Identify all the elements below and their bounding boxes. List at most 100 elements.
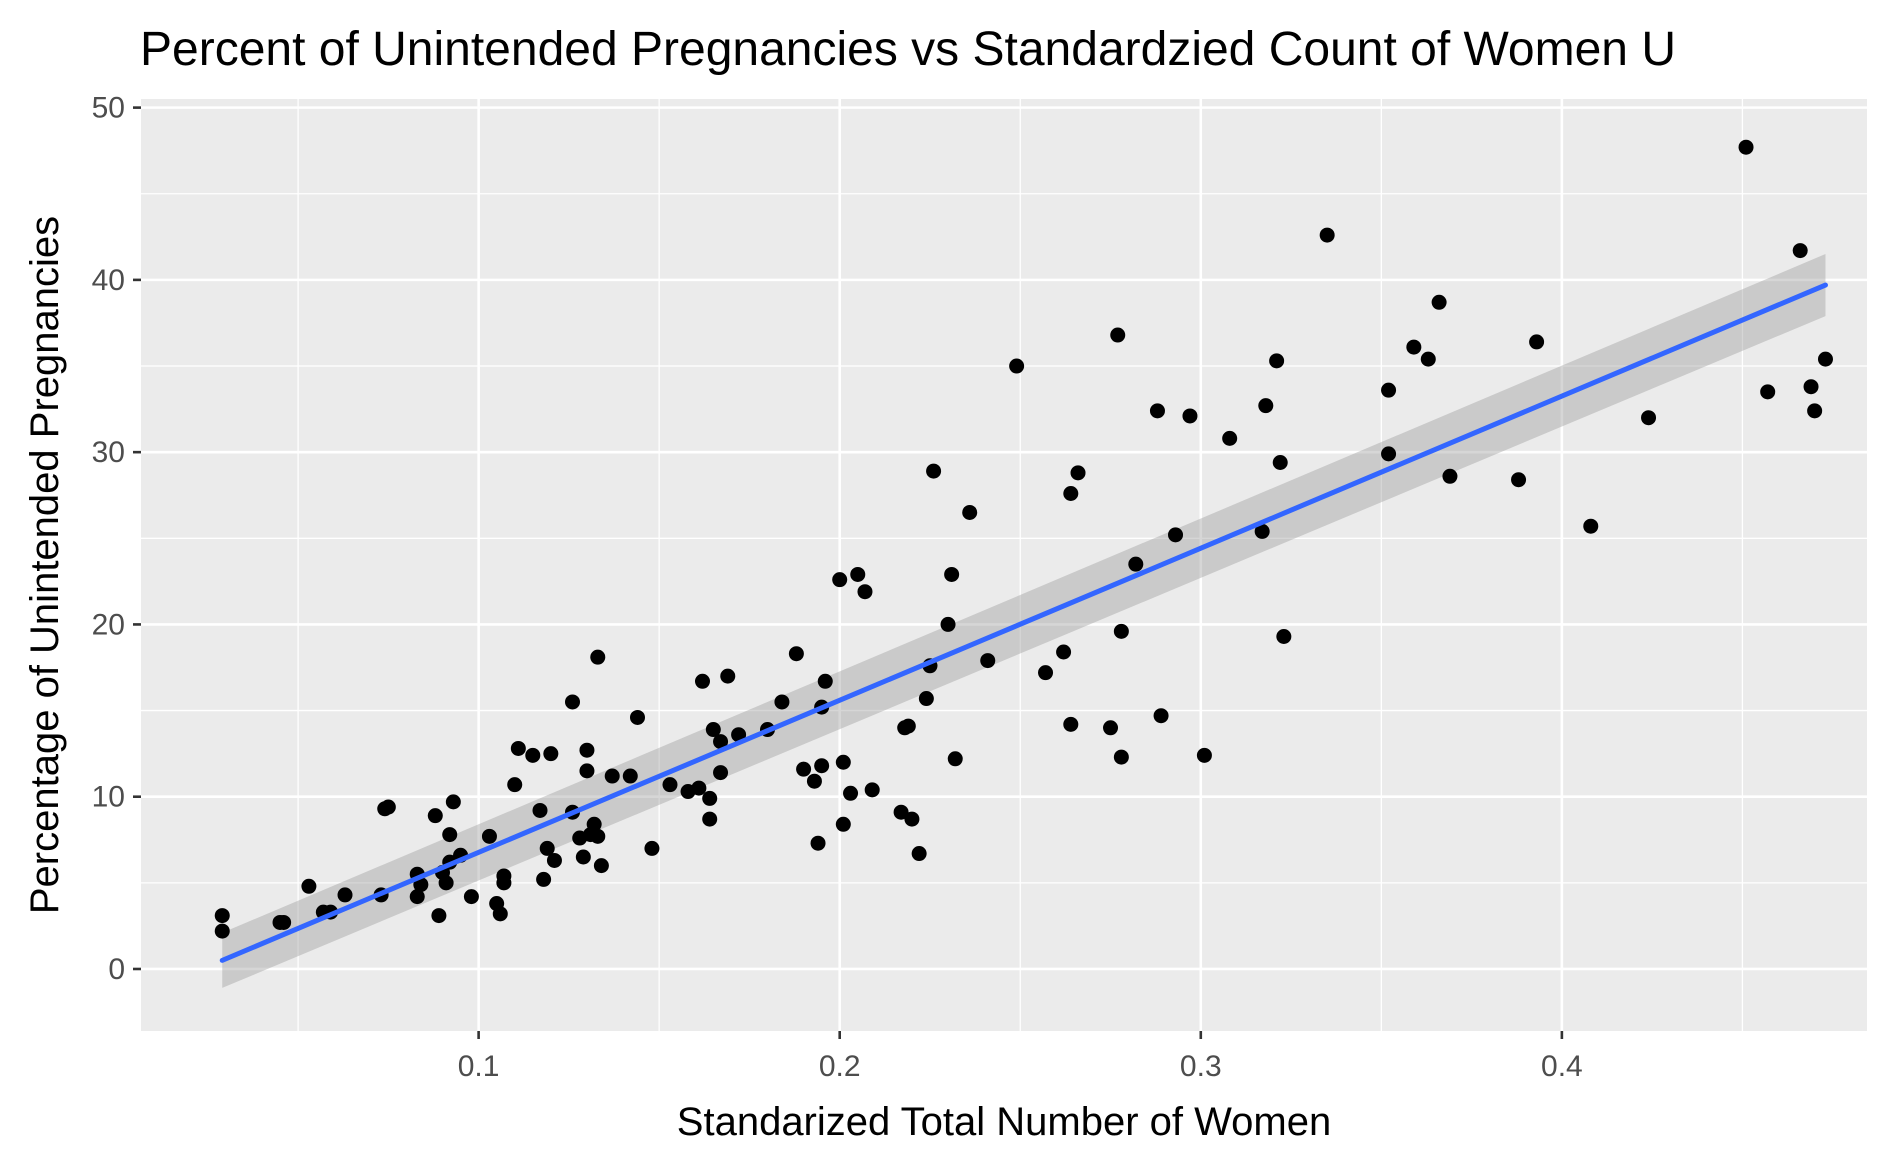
data-point (1254, 523, 1270, 539)
data-point (843, 785, 859, 801)
data-point (496, 875, 512, 891)
data-point (214, 908, 230, 924)
data-point (1258, 398, 1274, 414)
data-point (1272, 454, 1288, 470)
data-point (900, 718, 916, 734)
data-point (962, 504, 978, 520)
data-point (301, 878, 317, 894)
data-point (796, 761, 812, 777)
data-point (575, 849, 591, 865)
y-tick-label: 40 (92, 264, 125, 297)
data-point (1110, 327, 1126, 343)
x-tick-label: 0.1 (458, 1050, 500, 1083)
x-tick-label: 0.3 (1180, 1050, 1222, 1083)
data-point (276, 914, 292, 930)
data-point (1038, 665, 1054, 681)
data-point (579, 742, 595, 758)
data-point (492, 906, 508, 922)
data-point (525, 747, 541, 763)
data-point (604, 768, 620, 784)
data-point (947, 751, 963, 767)
data-point (832, 572, 848, 588)
x-axis-title: Standarized Total Number of Women (677, 1100, 1331, 1144)
data-point (1128, 556, 1144, 572)
fit-line (219, 282, 1828, 963)
data-point (691, 780, 707, 796)
y-tick-label: 10 (92, 781, 125, 814)
data-point (1063, 486, 1079, 502)
data-point (835, 754, 851, 770)
data-point (1070, 465, 1086, 481)
x-tick-label: 0.4 (1541, 1050, 1583, 1083)
data-point (1406, 339, 1422, 355)
data-point (1056, 644, 1072, 660)
x-tick-label: 0.2 (819, 1050, 861, 1083)
y-tick-label: 30 (92, 436, 125, 469)
data-point (1196, 747, 1212, 763)
data-point (579, 763, 595, 779)
data-point (1529, 334, 1545, 350)
data-point (431, 908, 447, 924)
y-tick-label: 20 (92, 608, 125, 641)
data-point (532, 802, 548, 818)
data-point (1276, 628, 1292, 644)
data-point (774, 694, 790, 710)
data-point (214, 923, 230, 939)
data-point (850, 566, 866, 582)
data-point (337, 887, 353, 903)
y-tick-label: 50 (92, 92, 125, 125)
data-point (510, 740, 526, 756)
data-point (438, 875, 454, 891)
data-point (702, 790, 718, 806)
data-point (1182, 408, 1198, 424)
data-point (536, 871, 552, 887)
data-point (893, 804, 909, 820)
data-point (814, 758, 830, 774)
data-point (911, 846, 927, 862)
data-point (1113, 623, 1129, 639)
data-point (806, 773, 822, 789)
data-point (1113, 749, 1129, 765)
chart-title: Percent of Unintended Pregnancies vs Sta… (140, 23, 1676, 76)
data-point (1103, 720, 1119, 736)
minor-gridlines (141, 99, 1867, 1031)
data-point (713, 765, 729, 781)
data-point (918, 691, 934, 707)
data-point (731, 727, 747, 743)
data-point (980, 653, 996, 669)
data-point (622, 768, 638, 784)
data-point (926, 463, 942, 479)
data-point (940, 616, 956, 632)
data-point (864, 782, 880, 798)
data-point (835, 816, 851, 832)
data-point (543, 746, 559, 762)
data-point (586, 816, 602, 832)
data-point (409, 889, 425, 905)
data-point (1319, 227, 1335, 243)
data-point (1269, 353, 1285, 369)
data-point (817, 673, 833, 689)
data-point (380, 799, 396, 815)
data-point (590, 828, 606, 844)
data-point (1817, 351, 1833, 367)
data-point (1803, 379, 1819, 395)
data-point (944, 566, 960, 582)
data-point (1511, 472, 1527, 488)
data-point (1807, 403, 1823, 419)
data-point (481, 828, 497, 844)
y-axis: 0 10 20 30 40 50 (92, 92, 141, 986)
fit-line-layer (219, 282, 1828, 963)
data-point (1222, 430, 1238, 446)
data-point (644, 840, 660, 856)
data-point (720, 668, 736, 684)
data-point (810, 835, 826, 851)
data-point (629, 709, 645, 725)
y-tick-label: 0 (108, 953, 125, 986)
y-axis-title: Percentage of Unintended Pregnancies (23, 216, 67, 914)
data-point (857, 584, 873, 600)
data-points (214, 139, 1833, 939)
data-point (565, 694, 580, 710)
data-point (694, 673, 710, 689)
data-point (662, 777, 678, 793)
